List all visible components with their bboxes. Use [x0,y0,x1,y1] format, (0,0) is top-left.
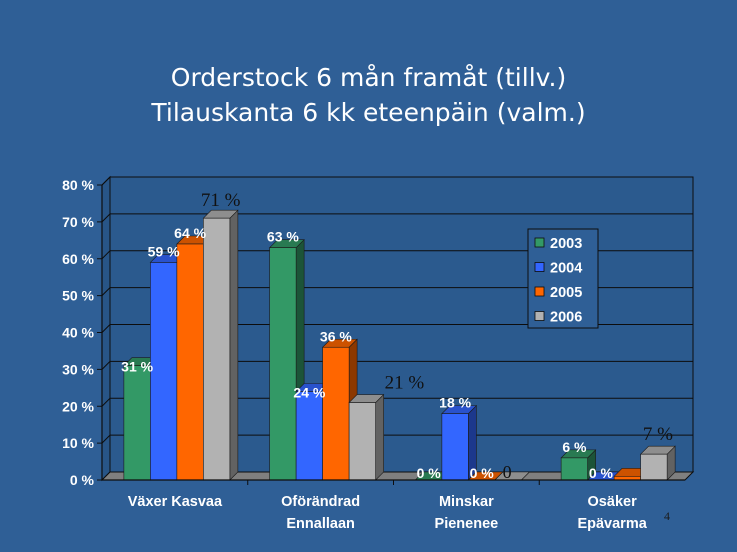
legend-swatch-2006 [534,311,545,321]
bar-2006 [203,217,231,481]
data-label-2003: 0 % [417,465,442,481]
x-category-label: Osäker [588,494,638,510]
gridline [101,360,693,370]
data-label-2004: 24 % [293,385,325,401]
gridline [101,434,693,444]
bar-2004 [150,262,178,481]
bar-2005 [322,346,350,481]
data-label-2004: 59 % [148,243,180,259]
gridline [101,213,693,223]
gridline [101,324,693,333]
y-tick-label: 20 % [62,398,94,414]
gridline [101,176,693,186]
y-tick-label: 70 % [62,214,94,230]
y-tick-label: 50 % [62,288,94,304]
x-category-label: Epävarma [577,516,647,532]
x-category-label: Minskar [439,494,494,510]
slide-title-line2: Tilauskanta 6 kk eteenpäin (valm.) [151,98,586,127]
slide-title-line1: Orderstock 6 mån framåt (tillv.) [170,63,567,92]
y-tick-label: 30 % [62,361,94,377]
data-label-2006: 0 [503,462,512,482]
bar-2006 [348,402,376,481]
legend-swatch-2005 [534,286,545,297]
bar-2004 [295,391,323,481]
data-label-2003: 63 % [267,229,299,245]
gridline [101,397,693,407]
bar-2004 [441,413,469,481]
x-category-label: Pienenee [435,516,499,532]
legend-label-2006: 2006 [550,310,582,326]
legend-label-2005: 2005 [550,285,582,301]
data-label-2005: 36 % [320,328,352,344]
legend-swatch-2003 [534,237,545,248]
x-category-label: Ennallaan [286,516,355,532]
data-label-2006: 21 % [385,373,425,394]
y-tick-label: 40 % [62,325,94,341]
data-label-2004: 0 % [589,465,614,481]
data-label-2003: 6 % [562,439,587,455]
bar-side-2006 [229,209,239,481]
bar-side-2006 [375,393,384,481]
data-label-2003: 31 % [121,359,153,375]
y-tick-label: 80 % [62,177,94,193]
bar-2003 [123,365,151,481]
legend-swatch-2004 [534,262,545,272]
x-category-label: Oförändrad [281,494,360,510]
data-label-2004: 18 % [439,395,471,411]
bar-2003 [269,247,297,481]
y-tick-label: 60 % [62,251,94,267]
gridline [101,287,693,296]
data-label-2006: 7 % [643,424,673,445]
data-label-2005: 64 % [174,225,206,241]
data-label-2005: 0 % [470,465,495,481]
bar-2005 [176,243,204,481]
page-number: 4 [664,509,670,523]
x-category-label: Växer Kasvaa [128,494,223,510]
y-tick-label: 10 % [62,435,94,451]
data-label-2006: 71 % [201,190,241,211]
gridline [101,250,693,260]
bar-2006 [640,453,668,481]
legend-label-2004: 2004 [550,261,582,277]
y-tick-label: 0 % [70,472,95,488]
legend-label-2003: 2003 [550,236,582,252]
bar-2003 [560,457,588,481]
